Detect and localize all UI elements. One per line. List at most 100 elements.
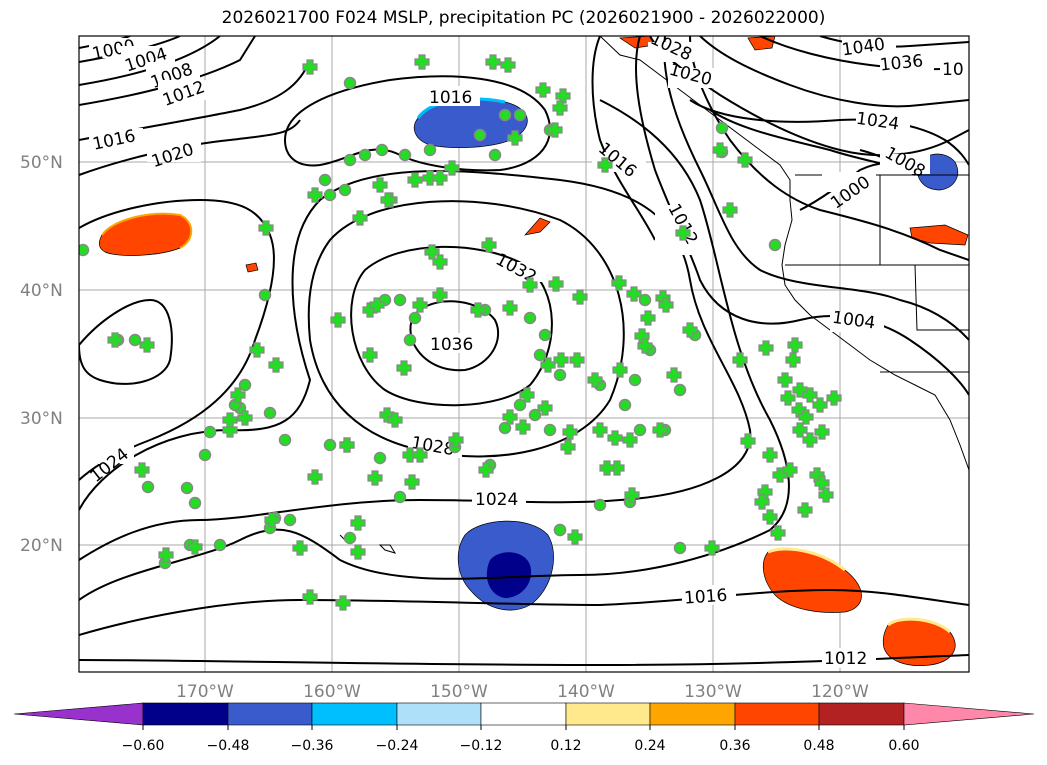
gridlines [79,36,969,672]
contour-label: 1036 [879,51,924,75]
station-plus-marker [737,152,753,168]
station-circle-marker [473,128,487,142]
station-plus-marker [682,322,698,338]
lat-label: 50°N [20,153,63,173]
station-circle-marker [533,348,547,362]
station-plus-marker [362,347,378,363]
lat-labels: 50°N 40°N 30°N 20°N [20,153,63,556]
isobar-1036 [409,300,500,372]
station-plus-marker [762,447,778,463]
contour-label: 1016 [683,586,728,609]
station-plus-marker [785,352,801,368]
map-title: 2026021700 F024 MSLP, precipitation PC (… [221,8,826,28]
station-circle-marker [188,496,202,510]
station-plus-marker [754,494,770,510]
station-plus-marker [139,337,155,353]
contour-label: 1016 [429,88,472,108]
station-plus-marker [562,424,578,440]
colorbar-ticks: −0.60 −0.48 −0.36 −0.24 −0.12 0.12 0.24 … [122,738,920,754]
station-plus-marker [567,529,583,545]
isobar-1032-ne [699,36,969,108]
station-plus-marker [500,57,516,73]
precip-orange-small [524,217,551,236]
lon-labels: 170°W 160°W 150°W 140°W 130°W 120°W [176,682,869,702]
station-plus-marker [569,352,585,368]
station-circle-marker [593,498,607,512]
lon-label: 140°W [557,682,615,702]
station-plus-marker [187,539,203,555]
station-plus-marker [611,275,627,291]
station-plus-marker [307,469,323,485]
colorbar-bin [818,702,905,726]
colorbar-bin [396,702,482,726]
station-plus-marker [712,142,728,158]
station-plus-marker [597,157,613,173]
colorbar-tick-label: −0.60 [122,738,165,754]
station-plus-marker [158,547,174,563]
station-plus-marker [302,589,318,605]
station-circle-marker [543,423,557,437]
precip-orange-dot [245,262,259,273]
station-circle-marker [488,148,502,162]
station-plus-marker [367,470,383,486]
colorbar-tick-label: −0.12 [460,738,503,754]
station-plus-marker [599,460,615,476]
station-plus-marker [675,225,691,241]
station-plus-marker [432,287,448,303]
station-plus-marker [622,432,638,448]
station-plus-marker [547,122,563,138]
lon-label: 150°W [430,682,488,702]
station-plus-marker [230,387,246,403]
station-plus-marker [812,397,828,413]
station-plus-marker [249,342,265,358]
station-plus-marker [292,540,308,556]
lon-label: 170°W [176,682,234,702]
lat-label: 20°N [20,536,63,556]
station-plus-marker [722,202,738,218]
station-plus-marker [330,312,346,328]
station-plus-marker [624,487,640,503]
station-plus-marker [444,160,460,176]
colorbar-bin [565,702,651,726]
station-circle-marker [373,451,387,465]
lat-label: 40°N [20,281,63,301]
station-circle-marker [513,398,527,412]
contour-label: 1036 [430,335,473,355]
station-plus-marker [352,210,368,226]
station-circle-marker [338,183,352,197]
colorbar-max-arrow [903,702,1035,726]
station-plus-marker [652,422,668,438]
colorbar-tick-label: −0.48 [207,738,250,754]
station-plus-marker [478,462,494,478]
station-plus-marker [412,297,428,313]
colorbar-tick-label: −0.36 [291,738,334,754]
station-plus-marker [826,390,842,406]
station-plus-marker [612,362,628,378]
station-circle-marker [278,433,292,447]
station-plus-marker [396,360,412,376]
station-circle-marker [375,143,389,157]
colorbar-bin [142,702,229,726]
lat-label: 30°N [20,409,63,429]
station-plus-marker [592,422,608,438]
station-plus-marker [107,332,123,348]
colorbar-tick-marks [142,725,905,730]
station-plus-marker [372,177,388,193]
station-plus-marker [470,302,486,318]
station-plus-marker [432,254,448,270]
station-plus-marker [758,340,774,356]
station-circle-marker [513,108,527,122]
station-plus-marker [704,540,720,556]
station-circle-marker [633,423,647,437]
contour-label: 10 [942,60,964,80]
station-circle-marker [180,481,194,495]
station-plus-marker [268,357,284,373]
station-plus-marker [782,462,798,478]
station-circle-marker [715,121,729,135]
station-plus-marker [787,337,803,353]
station-circle-marker [553,523,567,537]
station-plus-marker [414,54,430,70]
isobar-1004-mid [689,36,969,261]
station-plus-marker [553,352,569,368]
